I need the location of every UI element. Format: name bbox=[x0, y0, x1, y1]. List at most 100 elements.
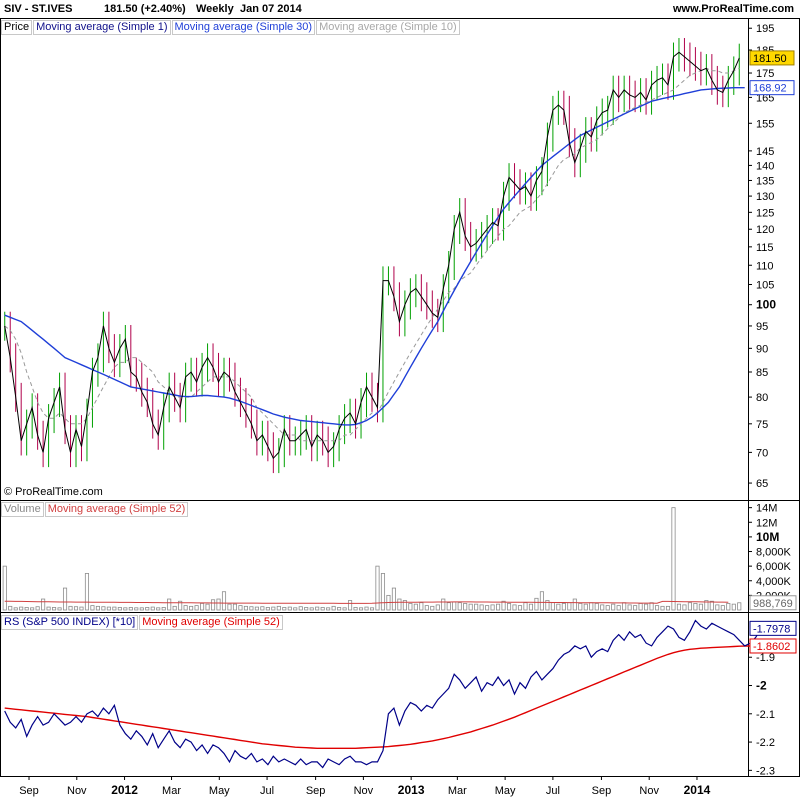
volume-bar bbox=[232, 603, 238, 611]
volume-bar bbox=[112, 606, 117, 611]
rs-plot bbox=[4, 619, 762, 769]
legend-volume[interactable]: Volume bbox=[1, 502, 44, 517]
volume-bar bbox=[348, 600, 353, 611]
legend-ma30[interactable]: Moving average (Simple 30) bbox=[171, 20, 316, 35]
volume-bar bbox=[167, 598, 172, 611]
volume-bar bbox=[221, 591, 227, 611]
volume-bar bbox=[704, 600, 709, 611]
volume-bar bbox=[331, 605, 336, 611]
volume-bar bbox=[589, 602, 594, 611]
volume-bar bbox=[46, 606, 51, 611]
rs-last-badge bbox=[749, 620, 797, 636]
volume-bar bbox=[52, 607, 57, 611]
price-last-badge bbox=[749, 50, 795, 66]
volume-bar bbox=[358, 607, 364, 611]
volume-bar bbox=[276, 605, 281, 611]
volume-tick-label: 6,000K bbox=[756, 561, 792, 573]
volume-bar bbox=[315, 606, 320, 611]
price-tick-label: 140 bbox=[756, 160, 774, 172]
volume-bar bbox=[572, 598, 577, 611]
badge-text: 181.50 bbox=[753, 53, 787, 65]
volume-bar bbox=[41, 598, 46, 611]
volume-bar bbox=[671, 507, 676, 611]
x-tick-label: Jul bbox=[546, 785, 560, 797]
header-symbol: SIV - ST.IVES bbox=[4, 3, 73, 15]
volume-bar bbox=[616, 605, 621, 611]
volume-bar bbox=[594, 603, 599, 611]
volume-bar bbox=[210, 599, 216, 611]
volume-bar bbox=[485, 605, 490, 611]
volume-bar bbox=[320, 607, 325, 611]
volume-bar bbox=[737, 602, 742, 611]
volume-bar bbox=[561, 603, 566, 611]
price-tick-label: 90 bbox=[756, 343, 768, 355]
header-date: Jan 07 2014 bbox=[240, 3, 302, 15]
volume-bar bbox=[726, 603, 731, 611]
legend-rs[interactable]: RS (S&P 500 INDEX) [*10] bbox=[1, 615, 139, 630]
rs-tick-label: -2.2 bbox=[756, 737, 775, 749]
volume-bar bbox=[676, 603, 682, 611]
legend-volume-ma[interactable]: Moving average (Simple 52) bbox=[44, 502, 189, 517]
volume-bar bbox=[260, 606, 265, 611]
legend-ma1[interactable]: Moving average (Simple 1) bbox=[33, 20, 171, 35]
price-tick-label: 120 bbox=[756, 224, 774, 236]
volume-bar bbox=[200, 603, 205, 611]
volume-bar bbox=[517, 605, 523, 611]
volume-bar bbox=[479, 604, 484, 611]
legend-price[interactable]: Price bbox=[1, 20, 33, 35]
volume-bar bbox=[375, 565, 380, 611]
price-tick-label: 130 bbox=[756, 191, 774, 203]
price-panel-frame bbox=[0, 18, 800, 501]
header-period: Weekly bbox=[196, 3, 234, 15]
volume-bar bbox=[654, 605, 660, 611]
rs-line bbox=[4, 619, 762, 769]
rs-ma-line bbox=[4, 645, 756, 749]
price-tick-label: 145 bbox=[756, 146, 774, 158]
volume-bar bbox=[567, 602, 572, 611]
volume-bar bbox=[139, 607, 144, 611]
volume-bar bbox=[156, 607, 161, 611]
x-tick-label: Mar bbox=[448, 785, 467, 797]
volume-bar bbox=[62, 587, 68, 611]
badge-text: -1.7978 bbox=[753, 623, 790, 635]
legend-ma10[interactable]: Moving average (Simple 10) bbox=[316, 20, 460, 35]
volume-bar bbox=[649, 602, 654, 611]
rs-tick-label: -2 bbox=[756, 679, 767, 693]
volume-bar bbox=[337, 607, 342, 611]
x-tick-label: Nov bbox=[639, 785, 659, 797]
volume-bar bbox=[243, 605, 248, 611]
volume-bar bbox=[419, 602, 424, 611]
volume-bar bbox=[369, 607, 375, 611]
rs-tick-label: -1.9 bbox=[756, 652, 775, 664]
x-tick-label: Mar bbox=[162, 785, 181, 797]
volume-bar bbox=[73, 606, 79, 611]
volume-bar bbox=[660, 605, 665, 611]
price-tick-label: 100 bbox=[756, 298, 776, 312]
header-site[interactable]: www.ProRealTime.com bbox=[672, 3, 794, 15]
volume-tick-label: 12M bbox=[756, 517, 777, 529]
volume-bar bbox=[380, 573, 386, 611]
volume-bar bbox=[178, 600, 183, 611]
volume-bar bbox=[19, 606, 24, 611]
volume-bar bbox=[430, 605, 435, 611]
volume-bar bbox=[391, 587, 396, 611]
price-legend: Price Moving average (Simple 1) Moving a… bbox=[1, 20, 461, 35]
volume-bar bbox=[441, 598, 446, 611]
volume-tick-label: 8,000K bbox=[756, 547, 792, 559]
legend-rs-ma[interactable]: Moving average (Simple 52) bbox=[139, 615, 283, 630]
ma30-last-badge bbox=[749, 80, 795, 96]
volume-bar bbox=[227, 603, 232, 611]
volume-bar bbox=[622, 602, 627, 611]
price-tick-label: 175 bbox=[756, 68, 774, 80]
volume-bar bbox=[30, 607, 35, 611]
volume-bar bbox=[282, 607, 287, 611]
axes: 65 70 75 80 85 90 95 100 105 110 115 120 125 130 135 14… bbox=[19, 23, 797, 797]
volume-bar bbox=[490, 604, 495, 611]
price-tick-label: 70 bbox=[756, 447, 768, 459]
price-plot bbox=[4, 38, 745, 474]
volume-bar bbox=[644, 603, 649, 611]
volume-bar bbox=[249, 606, 254, 611]
volume-bar bbox=[709, 600, 714, 611]
x-tick-label: 2013 bbox=[398, 783, 425, 797]
x-tick-label: May bbox=[209, 785, 230, 797]
